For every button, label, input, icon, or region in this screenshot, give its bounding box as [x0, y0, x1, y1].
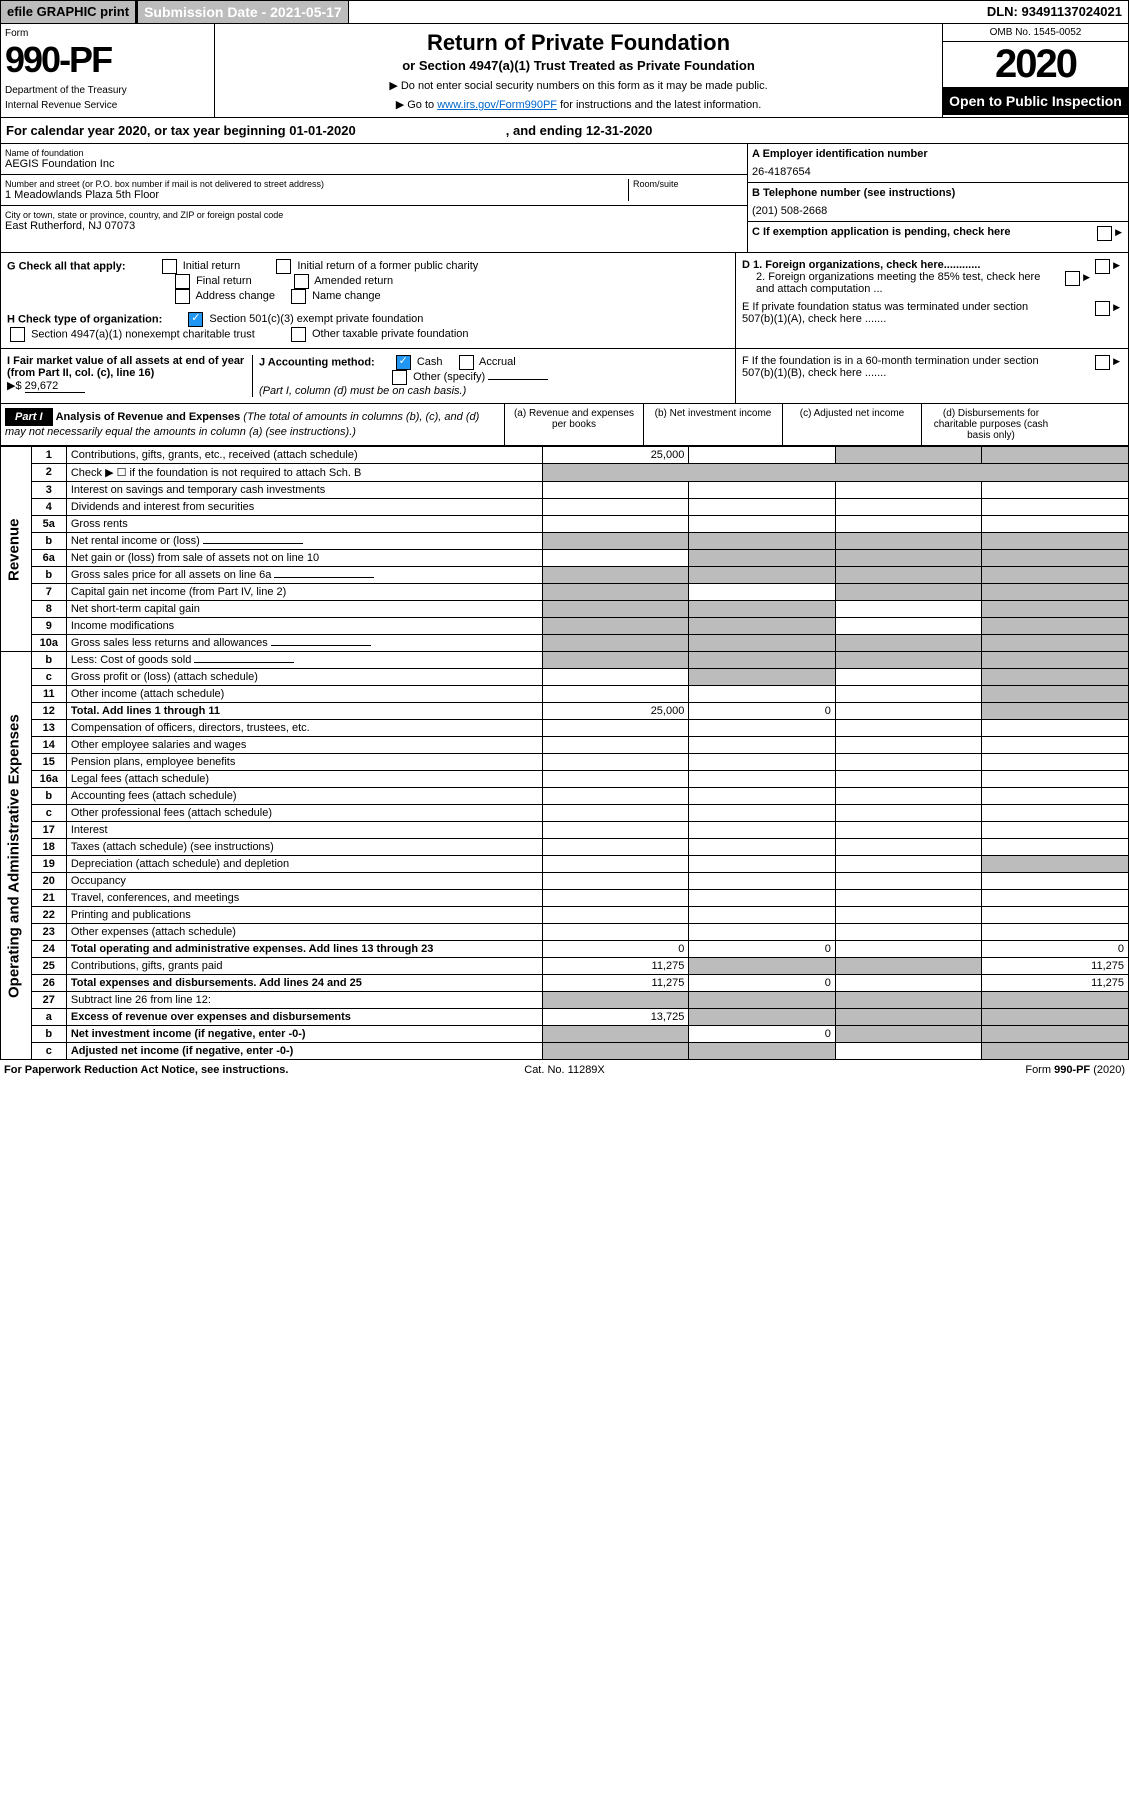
phone: B Telephone number (see instructions)(20… — [748, 183, 1128, 222]
revenue-label: Revenue — [1, 447, 32, 652]
table-row: bNet investment income (if negative, ent… — [1, 1026, 1129, 1043]
ein: A Employer identification number26-41876… — [748, 144, 1128, 183]
submission-date: Submission Date - 2021-05-17 — [136, 1, 349, 23]
address: Number and street (or P.O. box number if… — [1, 175, 747, 206]
table-row: 19Depreciation (attach schedule) and dep… — [1, 856, 1129, 873]
table-row: 13Compensation of officers, directors, t… — [1, 720, 1129, 737]
table-row: cOther professional fees (attach schedul… — [1, 805, 1129, 822]
d-section: D 1. Foreign organizations, check here..… — [742, 259, 1122, 295]
table-row: cGross profit or (loss) (attach schedule… — [1, 669, 1129, 686]
c-exemption: C If exemption application is pending, c… — [748, 222, 1128, 252]
table-row: 8Net short-term capital gain — [1, 601, 1129, 618]
table-row: bGross sales price for all assets on lin… — [1, 567, 1129, 584]
form-header: Form 990-PF Department of the Treasury I… — [0, 24, 1129, 118]
col-d: (d) Disbursements for charitable purpose… — [922, 404, 1060, 445]
col-b: (b) Net investment income — [644, 404, 783, 445]
table-row: 11Other income (attach schedule) — [1, 686, 1129, 703]
final-return-checkbox[interactable] — [175, 274, 190, 289]
omb: OMB No. 1545-0052 — [943, 24, 1128, 42]
table-row: 5aGross rents — [1, 516, 1129, 533]
other-method-checkbox[interactable] — [392, 370, 407, 385]
name-change-checkbox[interactable] — [291, 289, 306, 304]
efile-label: efile GRAPHIC print — [1, 1, 136, 23]
table-row: 25Contributions, gifts, grants paid11,27… — [1, 958, 1129, 975]
f-section: F If the foundation is in a 60-month ter… — [735, 349, 1128, 403]
table-row: aExcess of revenue over expenses and dis… — [1, 1009, 1129, 1026]
table-row: 16aLegal fees (attach schedule) — [1, 771, 1129, 788]
e-checkbox[interactable] — [1095, 301, 1110, 316]
table-row: 12Total. Add lines 1 through 1125,0000 — [1, 703, 1129, 720]
table-row: 10aGross sales less returns and allowanc… — [1, 635, 1129, 652]
irs: Internal Revenue Service — [5, 100, 210, 111]
accrual-checkbox[interactable] — [459, 355, 474, 370]
check-block: G Check all that apply: Initial return I… — [0, 253, 1129, 349]
form-number: 990-PF — [5, 39, 210, 81]
table-row: 15Pension plans, employee benefits — [1, 754, 1129, 771]
table-row: 17Interest — [1, 822, 1129, 839]
table-row: 21Travel, conferences, and meetings — [1, 890, 1129, 907]
table-row: 3Interest on savings and temporary cash … — [1, 482, 1129, 499]
table-row: bNet rental income or (loss) — [1, 533, 1129, 550]
table-row: 26Total expenses and disbursements. Add … — [1, 975, 1129, 992]
dln: DLN: 93491137024021 — [981, 1, 1128, 23]
h-section: H Check type of organization: Section 50… — [7, 312, 729, 342]
col-c: (c) Adjusted net income — [783, 404, 922, 445]
part1-table: Revenue1Contributions, gifts, grants, et… — [0, 446, 1129, 1060]
table-row: 4Dividends and interest from securities — [1, 499, 1129, 516]
other-taxable-checkbox[interactable] — [291, 327, 306, 342]
table-row: Operating and Administrative ExpensesbLe… — [1, 652, 1129, 669]
city: City or town, state or province, country… — [1, 206, 747, 236]
form-label: Form — [5, 28, 210, 39]
part1-header: Part I Analysis of Revenue and Expenses … — [0, 404, 1129, 446]
table-row: Revenue1Contributions, gifts, grants, et… — [1, 447, 1129, 464]
foundation-name: Name of foundation AEGIS Foundation Inc — [1, 144, 747, 175]
c-checkbox[interactable] — [1097, 226, 1112, 241]
table-row: 22Printing and publications — [1, 907, 1129, 924]
d2-checkbox[interactable] — [1065, 271, 1080, 286]
initial-return-checkbox[interactable] — [162, 259, 177, 274]
table-row: 18Taxes (attach schedule) (see instructi… — [1, 839, 1129, 856]
table-row: 20Occupancy — [1, 873, 1129, 890]
tax-year: 2020 — [943, 42, 1128, 87]
table-row: 23Other expenses (attach schedule) — [1, 924, 1129, 941]
s4947-checkbox[interactable] — [10, 327, 25, 342]
d1-checkbox[interactable] — [1095, 259, 1110, 274]
form-subtitle: or Section 4947(a)(1) Trust Treated as P… — [221, 58, 936, 73]
table-row: cAdjusted net income (if negative, enter… — [1, 1043, 1129, 1060]
footer: For Paperwork Reduction Act Notice, see … — [0, 1060, 1129, 1080]
table-row: 24Total operating and administrative exp… — [1, 941, 1129, 958]
form-link[interactable]: www.irs.gov/Form990PF — [437, 99, 557, 111]
open-public: Open to Public Inspection — [943, 87, 1128, 115]
part1-label: Part I — [5, 408, 53, 426]
info-block: Name of foundation AEGIS Foundation Inc … — [0, 144, 1129, 253]
i-section: I Fair market value of all assets at end… — [7, 355, 252, 397]
inst1: ▶ Do not enter social security numbers o… — [221, 79, 936, 92]
table-row: bAccounting fees (attach schedule) — [1, 788, 1129, 805]
table-row: 6aNet gain or (loss) from sale of assets… — [1, 550, 1129, 567]
form-title: Return of Private Foundation — [221, 30, 936, 56]
addr-change-checkbox[interactable] — [175, 289, 190, 304]
j-section: J Accounting method: Cash Accrual Other … — [252, 355, 729, 397]
initial-former-checkbox[interactable] — [276, 259, 291, 274]
table-row: 14Other employee salaries and wages — [1, 737, 1129, 754]
table-row: 7Capital gain net income (from Part IV, … — [1, 584, 1129, 601]
table-row: 9Income modifications — [1, 618, 1129, 635]
inst2: ▶ Go to www.irs.gov/Form990PF for instru… — [221, 98, 936, 111]
ij-block: I Fair market value of all assets at end… — [0, 349, 1129, 404]
cash-checkbox[interactable] — [396, 355, 411, 370]
form-ref: Form 990-PF (2020) — [751, 1064, 1125, 1076]
table-row: 2Check ▶ ☐ if the foundation is not requ… — [1, 464, 1129, 482]
dept: Department of the Treasury — [5, 85, 210, 96]
f-checkbox[interactable] — [1095, 355, 1110, 370]
col-a: (a) Revenue and expenses per books — [505, 404, 644, 445]
calendar-year: For calendar year 2020, or tax year begi… — [0, 118, 1129, 144]
amended-checkbox[interactable] — [294, 274, 309, 289]
s501-checkbox[interactable] — [188, 312, 203, 327]
top-bar: efile GRAPHIC print Submission Date - 20… — [0, 0, 1129, 24]
g-section: G Check all that apply: Initial return I… — [7, 259, 729, 304]
e-section: E If private foundation status was termi… — [742, 301, 1122, 325]
expenses-label: Operating and Administrative Expenses — [1, 652, 32, 1060]
table-row: 27Subtract line 26 from line 12: — [1, 992, 1129, 1009]
